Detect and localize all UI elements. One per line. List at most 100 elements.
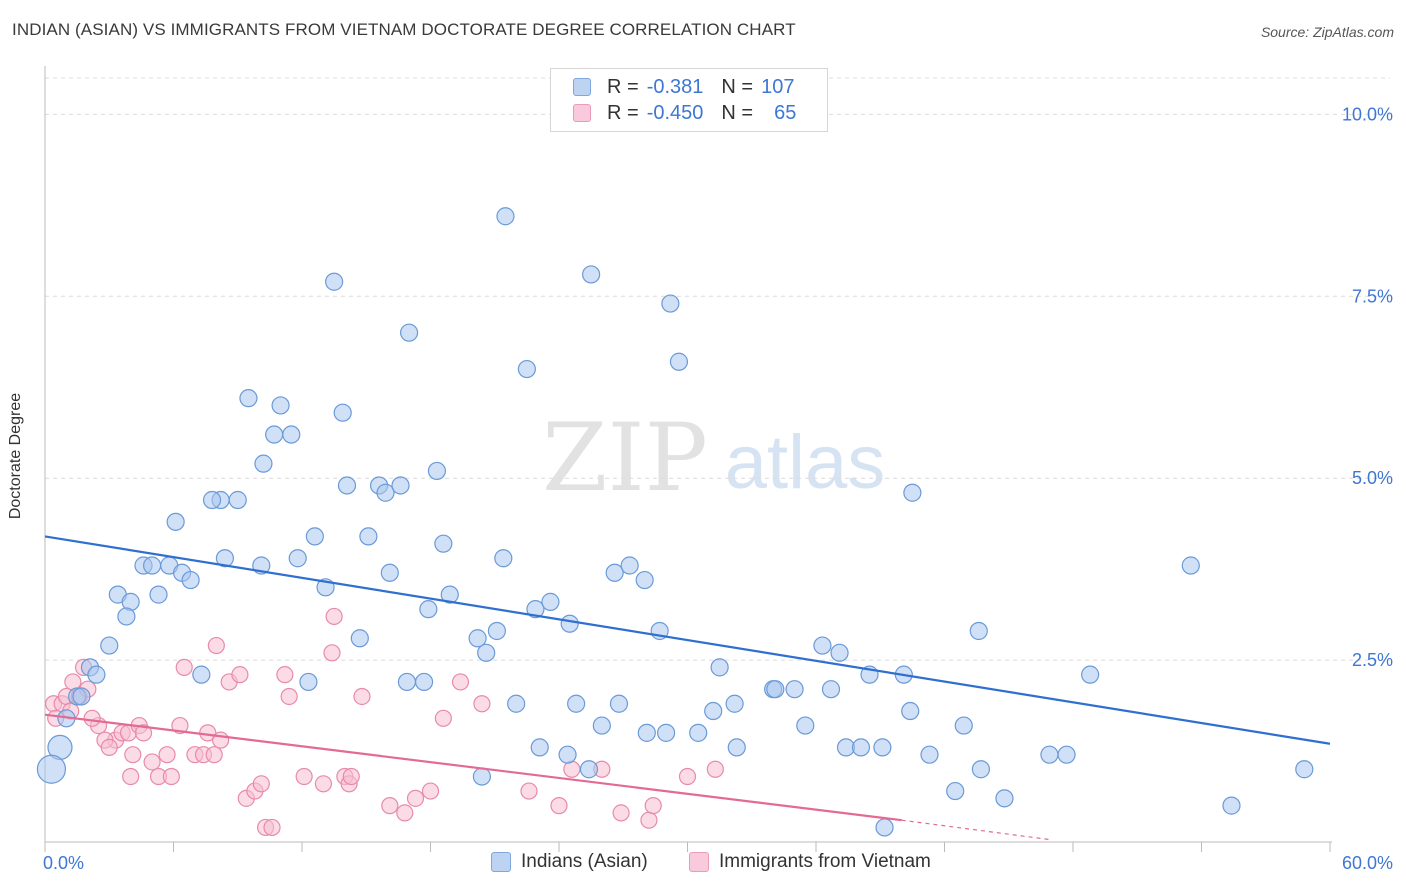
- indian-point: [305, 527, 324, 546]
- indian-point: [100, 636, 119, 655]
- watermark-atlas: atlas: [725, 420, 886, 505]
- indian-point: [704, 701, 723, 721]
- indian-point: [526, 600, 545, 619]
- indian-point: [399, 323, 419, 342]
- series-legend-vietnam: Immigrants from Vietnam: [689, 851, 931, 873]
- legend-r-label: R =: [607, 75, 639, 98]
- indian-point: [1181, 556, 1200, 575]
- indian-point: [579, 760, 599, 779]
- indian-point: [265, 425, 284, 444]
- series-legend-indians: Indians (Asian): [491, 851, 648, 873]
- legend-row-vietnam: R = -0.450 N = 65: [573, 100, 796, 126]
- indian-point: [72, 687, 91, 706]
- indian-point: [427, 461, 447, 481]
- series-swatch-pink: [689, 852, 709, 872]
- y-axis-label: Doctorate Degree: [7, 392, 24, 520]
- indian-point: [468, 629, 487, 648]
- vietnam-point: [205, 746, 223, 764]
- legend-swatch-pink: [573, 104, 591, 122]
- indian-point: [181, 570, 200, 590]
- indian-point: [689, 723, 708, 742]
- y-tick-label: 2.5%: [1352, 650, 1393, 670]
- chart-title: INDIAN (ASIAN) VS IMMIGRANTS FROM VIETNA…: [12, 20, 796, 39]
- indian-point: [954, 716, 973, 735]
- vietnam-point: [612, 804, 630, 822]
- indian-point: [605, 563, 624, 582]
- indian-point: [558, 745, 577, 764]
- vietnam-point: [280, 687, 298, 706]
- vietnam-point: [381, 797, 399, 815]
- legend-r-value: -0.450: [646, 101, 704, 124]
- indian-trend-line: [44, 535, 1331, 745]
- vietnam-point: [276, 666, 294, 684]
- indian-point: [166, 512, 185, 531]
- vietnam-point: [162, 767, 180, 786]
- indian-point: [582, 265, 601, 284]
- indian-point: [541, 592, 560, 611]
- legend-row-indians: R = -0.381 N = 107: [573, 74, 794, 100]
- watermark-zip: ZIP: [542, 404, 708, 513]
- indian-point: [288, 549, 307, 568]
- indian-point: [192, 665, 211, 684]
- indian-point: [766, 680, 785, 699]
- indian-point: [609, 694, 629, 713]
- indian-point: [1081, 665, 1100, 684]
- indian-point: [397, 672, 417, 692]
- vietnam-point: [434, 709, 452, 727]
- vietnam-point: [421, 782, 440, 800]
- vietnam-point: [252, 775, 270, 793]
- indian-point: [271, 396, 290, 415]
- indian-point: [637, 723, 656, 742]
- indian-point: [635, 570, 654, 590]
- indian-point: [830, 643, 849, 662]
- source-label: Source: ZipAtlas.com: [1260, 24, 1394, 40]
- axes: [44, 66, 1332, 852]
- indian-point: [592, 716, 611, 735]
- indian-point: [215, 549, 234, 568]
- indian-point: [821, 680, 841, 699]
- indian-point: [487, 621, 506, 641]
- y-tick-label: 10.0%: [1342, 104, 1393, 124]
- vietnam-point: [644, 797, 662, 815]
- vietnam-point: [171, 716, 189, 735]
- correlation-legend: R = -0.381 N = 107 R = -0.450 N = 65: [550, 68, 828, 132]
- legend-n-value: 107: [761, 75, 795, 98]
- indian-point: [560, 614, 579, 633]
- indian-point: [87, 665, 106, 684]
- vietnam-point: [143, 753, 161, 771]
- vietnam-point: [473, 695, 491, 713]
- vietnam-point: [100, 738, 118, 757]
- indian-point: [380, 563, 399, 582]
- indian-point: [567, 694, 586, 713]
- indian-point: [796, 716, 815, 735]
- indian-point: [117, 607, 136, 626]
- indian-point: [1222, 796, 1241, 815]
- legend-r-label: R =: [607, 101, 639, 124]
- indian-point: [920, 745, 939, 764]
- indian-point: [1295, 760, 1314, 779]
- indian-point: [359, 527, 378, 546]
- indian-point: [149, 585, 168, 604]
- indian-point: [496, 207, 515, 226]
- indian-point: [727, 738, 746, 757]
- vietnam-point: [325, 607, 343, 626]
- vietnam-point: [342, 767, 360, 786]
- indian-point: [282, 425, 301, 444]
- indian-point: [350, 629, 369, 648]
- x-tick-label-min: 0.0%: [43, 853, 84, 873]
- indian-point: [530, 738, 549, 757]
- indian-point: [337, 476, 357, 495]
- indian-point: [325, 272, 344, 291]
- vietnam-trend-extension: [901, 819, 1052, 841]
- vietnam-trend-line: [44, 713, 902, 822]
- indian-point: [419, 600, 438, 619]
- indian-point: [851, 738, 871, 757]
- series-legend: Indians (Asian) Immigrants from Vietnam: [0, 851, 1406, 877]
- y-tick-labels: 2.5% 5.0% 7.5% 10.0%: [1342, 104, 1393, 670]
- y-tick-label: 5.0%: [1352, 468, 1393, 488]
- trend-lines: [44, 535, 1331, 841]
- vietnam-point: [158, 746, 176, 764]
- indian-point: [299, 672, 318, 692]
- indian-point: [620, 556, 639, 575]
